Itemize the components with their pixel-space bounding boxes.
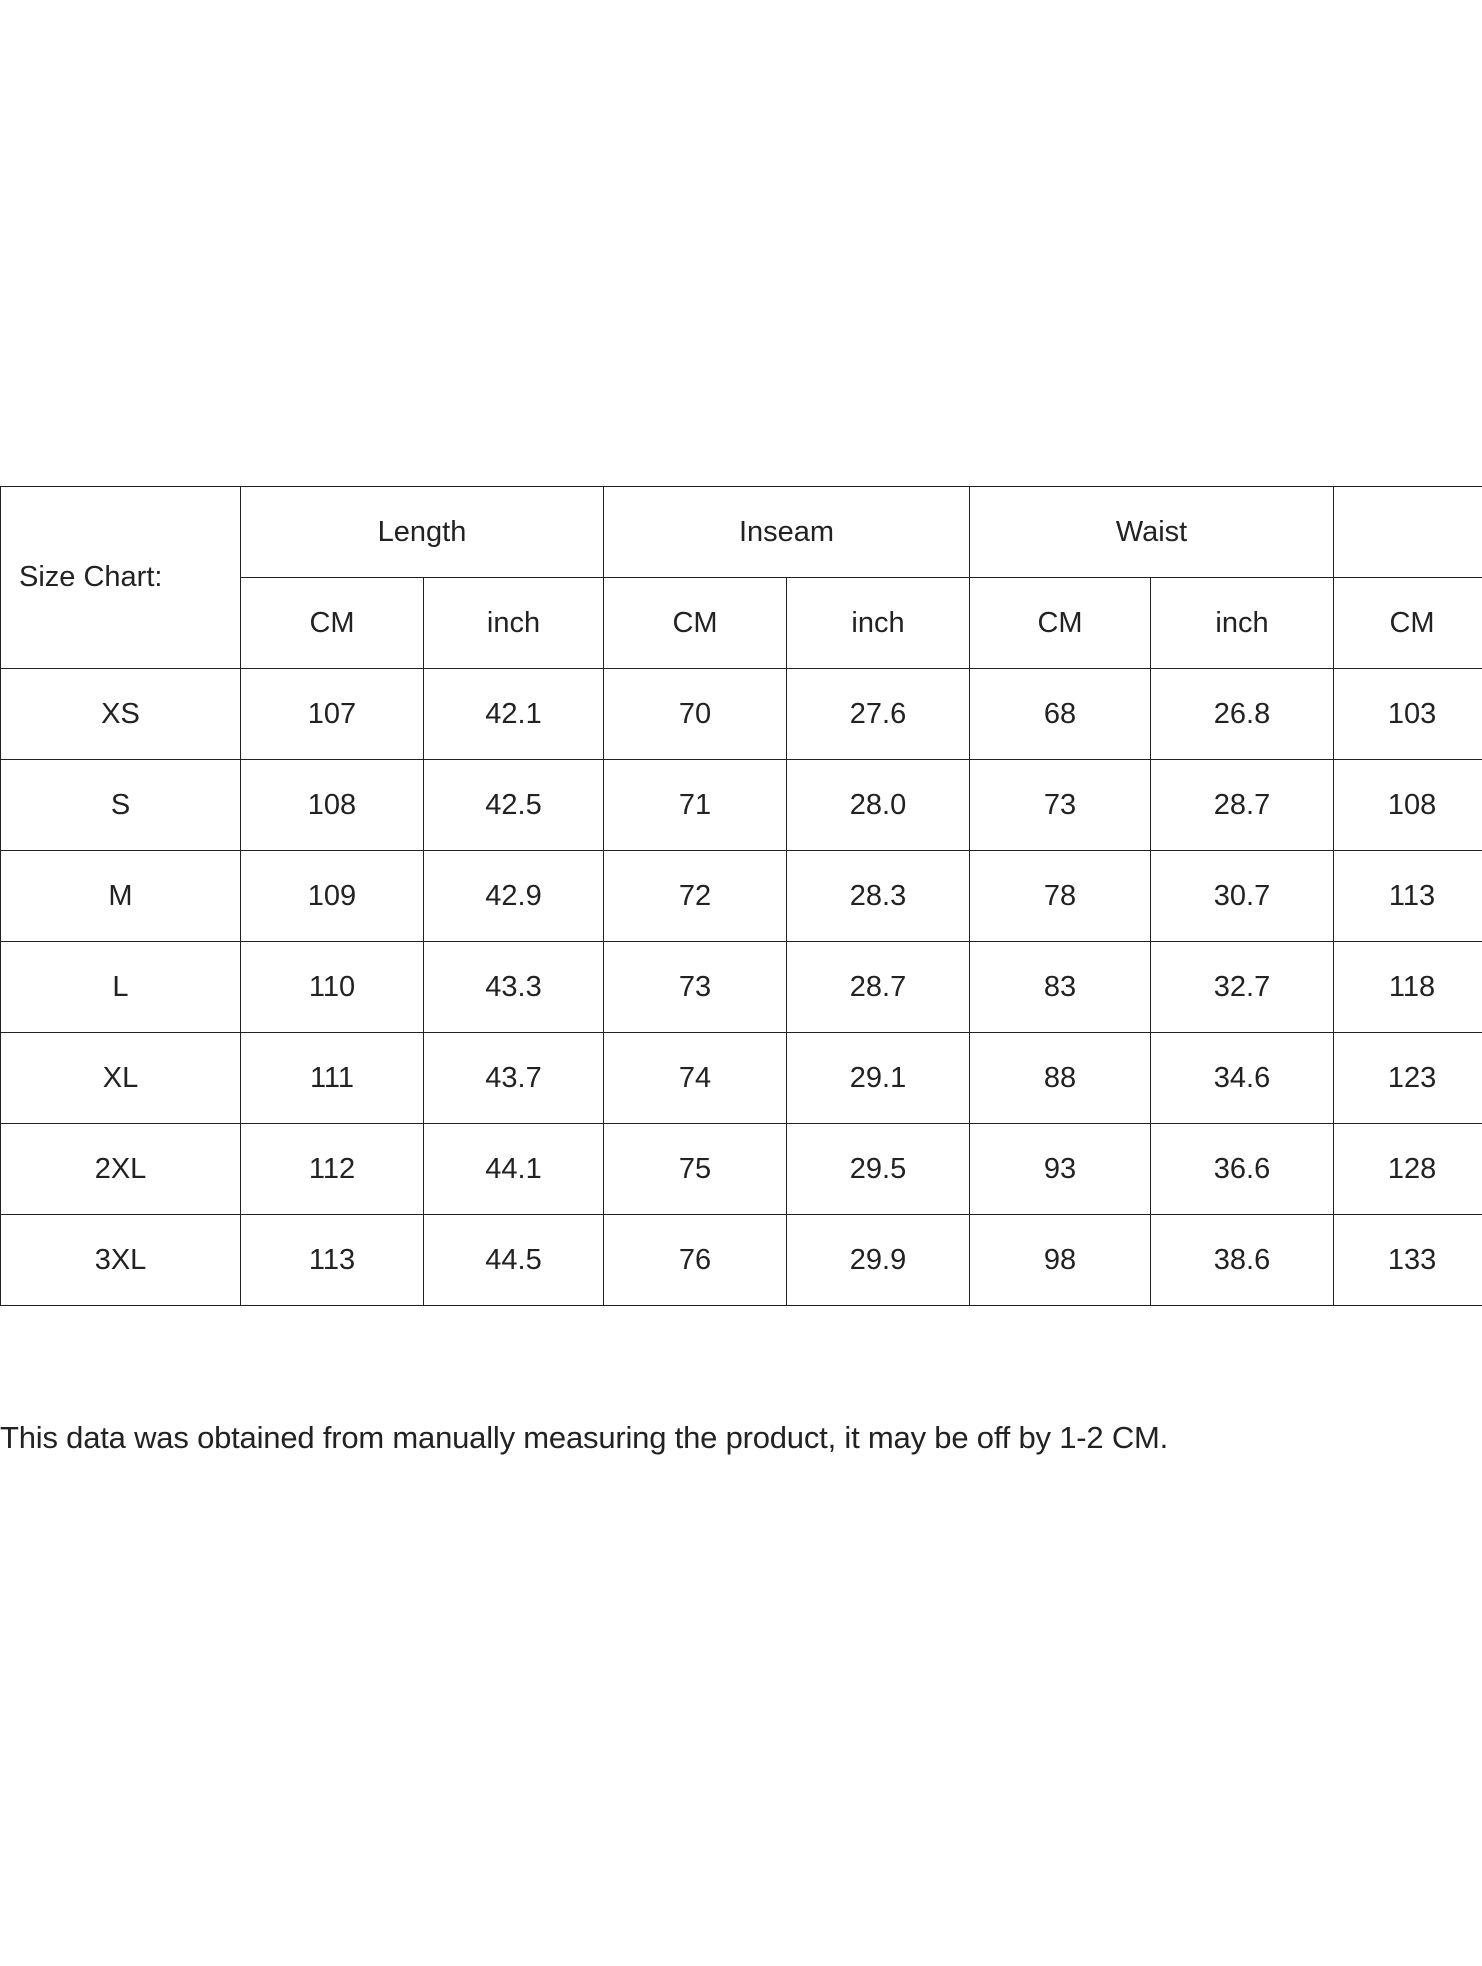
value-cell: 34.6 [1150,1032,1335,1124]
value-cell: 43.7 [422,1032,605,1124]
size-cell: S [0,759,241,851]
value-cell: 30.7 [1150,850,1335,942]
value-cell: 29.1 [786,1032,971,1124]
group-header-row: Size Chart: Length Inseam Waist [0,486,1482,669]
value-cell: 76 [603,1214,788,1306]
size-cell: L [0,941,241,1033]
value-cell: 88 [969,1032,1152,1124]
table-row: M 109 42.9 72 28.3 78 30.7 113 [0,850,1482,942]
value-cell: 73 [603,941,788,1033]
unit-header: CM [1333,577,1482,669]
value-cell: 113 [240,1214,424,1306]
measurement-note: This data was obtained from manually mea… [0,1420,1169,1455]
table-row: XS 107 42.1 70 27.6 68 26.8 103 [0,668,1482,760]
value-cell: 78 [969,850,1152,942]
unit-header: inch [422,577,605,669]
size-cell: 2XL [0,1123,241,1215]
value-cell: 98 [969,1214,1152,1306]
value-cell: 28.7 [1150,759,1335,851]
value-cell: 118 [1333,941,1482,1033]
value-cell: 123 [1333,1032,1482,1124]
value-cell: 71 [603,759,788,851]
value-cell: 44.1 [422,1123,605,1215]
value-cell: 112 [240,1123,424,1215]
value-cell: 72 [603,850,788,942]
value-cell: 128 [1333,1123,1482,1215]
table-row: S 108 42.5 71 28.0 73 28.7 108 [0,759,1482,851]
unit-header: CM [969,577,1152,669]
value-cell: 28.7 [786,941,971,1033]
value-cell: 107 [240,668,424,760]
value-cell: 74 [603,1032,788,1124]
value-cell: 113 [1333,850,1482,942]
size-cell: M [0,850,241,942]
value-cell: 29.5 [786,1123,971,1215]
value-cell: 103 [1333,668,1482,760]
size-cell: 3XL [0,1214,241,1306]
value-cell: 28.3 [786,850,971,942]
value-cell: 108 [1333,759,1482,851]
value-cell: 29.9 [786,1214,971,1306]
value-cell: 42.9 [422,850,605,942]
group-header-waist: Waist [969,486,1335,578]
value-cell: 110 [240,941,424,1033]
table-row: 2XL 112 44.1 75 29.5 93 36.6 128 [0,1123,1482,1215]
value-cell: 111 [240,1032,424,1124]
value-cell: 32.7 [1150,941,1335,1033]
value-cell: 27.6 [786,668,971,760]
size-cell: XL [0,1032,241,1124]
value-cell: 28.0 [786,759,971,851]
group-header-cut-off [1333,486,1482,578]
value-cell: 93 [969,1123,1152,1215]
group-header-inseam: Inseam [603,486,971,578]
size-chart-table: Size Chart: Length Inseam Waist CM inch … [0,486,1482,1306]
table-row: 3XL 113 44.5 76 29.9 98 38.6 133 [0,1214,1482,1306]
value-cell: 42.1 [422,668,605,760]
group-header-length: Length [239,486,605,578]
value-cell: 75 [603,1123,788,1215]
value-cell: 42.5 [422,759,605,851]
value-cell: 43.3 [422,941,605,1033]
value-cell: 73 [969,759,1152,851]
value-cell: 70 [603,668,788,760]
size-chart-label: Size Chart: [0,486,241,669]
unit-header: CM [603,577,788,669]
value-cell: 26.8 [1150,668,1335,760]
table-row: XL 111 43.7 74 29.1 88 34.6 123 [0,1032,1482,1124]
unit-header: inch [1150,577,1335,669]
value-cell: 68 [969,668,1152,760]
value-cell: 44.5 [422,1214,605,1306]
value-cell: 133 [1333,1214,1482,1306]
size-cell: XS [0,668,241,760]
value-cell: 36.6 [1150,1123,1335,1215]
unit-header: CM [240,577,424,669]
table-row: L 110 43.3 73 28.7 83 32.7 118 [0,941,1482,1033]
value-cell: 38.6 [1150,1214,1335,1306]
value-cell: 109 [240,850,424,942]
unit-header: inch [786,577,971,669]
value-cell: 83 [969,941,1152,1033]
value-cell: 108 [240,759,424,851]
